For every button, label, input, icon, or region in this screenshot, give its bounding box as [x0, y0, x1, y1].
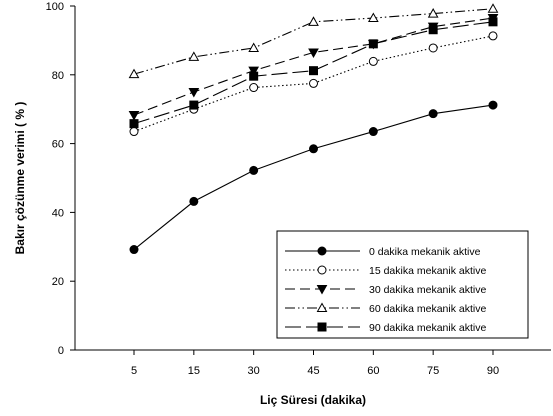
- data-point: [368, 39, 378, 49]
- series-line: [133, 104, 494, 250]
- series-0: [129, 100, 498, 255]
- y-tick-label: 80: [52, 70, 64, 82]
- data-point: [309, 144, 318, 154]
- data-point: [128, 111, 140, 121]
- legend: 0 dakika mekanik aktive 15 dakika mekanik…: [276, 230, 529, 339]
- series-layer: [128, 3, 499, 255]
- data-point: [487, 3, 499, 13]
- data-point: [188, 88, 200, 98]
- y-tick-label: 100: [46, 1, 64, 13]
- data-point: [189, 100, 199, 110]
- data-point: [248, 66, 260, 77]
- legend-item: 60 dakika mekanik aktive: [285, 302, 486, 315]
- legend-label: 0 dakika mekanik aktive: [369, 246, 481, 258]
- legend-marker: [316, 285, 328, 295]
- data-point: [308, 48, 319, 58]
- legend-items: 0 dakika mekanik aktive 15 dakika mekanik…: [285, 246, 486, 334]
- series-4: [129, 17, 498, 129]
- data-point: [249, 71, 259, 81]
- series-1: [129, 31, 498, 137]
- x-tick-label: 5: [131, 365, 137, 377]
- x-axis-title: Liç Süresi (dakika): [260, 393, 366, 407]
- data-point: [128, 68, 140, 79]
- x-ticks: 5 15 30 45 60 75 90: [131, 350, 499, 377]
- data-point: [428, 109, 438, 119]
- y-tick-label: 20: [52, 276, 64, 288]
- x-tick-label: 75: [427, 365, 439, 377]
- data-point: [189, 196, 199, 206]
- legend-marker: [317, 246, 327, 256]
- y-ticks: 0 20 40 60 80 100: [46, 1, 75, 357]
- data-point: [248, 42, 260, 52]
- x-tick-label: 60: [367, 365, 379, 377]
- data-point: [249, 83, 259, 93]
- x-tick-label: 45: [307, 365, 319, 377]
- y-tick-label: 60: [52, 139, 64, 151]
- data-point: [367, 12, 379, 23]
- legend-item: 15 dakika mekanik aktive: [285, 265, 486, 277]
- data-point: [428, 43, 438, 53]
- legend-label: 60 dakika mekanik aktive: [369, 303, 486, 315]
- data-point: [368, 56, 378, 66]
- legend-label: 30 dakika mekanik aktive: [369, 284, 486, 296]
- data-point: [427, 8, 439, 18]
- series-3: [128, 3, 499, 79]
- legend-marker: [316, 302, 328, 312]
- data-point: [188, 51, 200, 61]
- y-tick-label: 40: [52, 207, 64, 219]
- data-point: [129, 119, 139, 129]
- data-point: [249, 165, 259, 175]
- x-tick-label: 30: [248, 365, 260, 377]
- data-point: [428, 25, 438, 35]
- x-tick-label: 15: [188, 365, 200, 377]
- legend-item: 90 dakika mekanik aktive: [285, 322, 486, 334]
- x-tick-label: 90: [487, 365, 499, 377]
- legend-item: 0 dakika mekanik aktive: [285, 246, 481, 258]
- data-point: [309, 66, 318, 76]
- data-point: [488, 31, 498, 41]
- legend-marker: [317, 322, 327, 332]
- data-point: [488, 17, 498, 27]
- data-point: [368, 127, 378, 137]
- data-point: [309, 78, 318, 88]
- legend-item: 30 dakika mekanik aktive: [285, 284, 486, 296]
- data-point: [308, 16, 319, 26]
- legend-label: 90 dakika mekanik aktive: [369, 322, 486, 334]
- data-point: [129, 127, 139, 137]
- y-axis-title: Bakır çözünme verimi ( % ): [13, 102, 27, 255]
- y-tick-label: 0: [58, 345, 64, 357]
- data-point: [488, 100, 498, 110]
- legend-label: 15 dakika mekanik aktive: [369, 265, 486, 277]
- legend-marker: [317, 265, 327, 275]
- data-point: [129, 245, 139, 255]
